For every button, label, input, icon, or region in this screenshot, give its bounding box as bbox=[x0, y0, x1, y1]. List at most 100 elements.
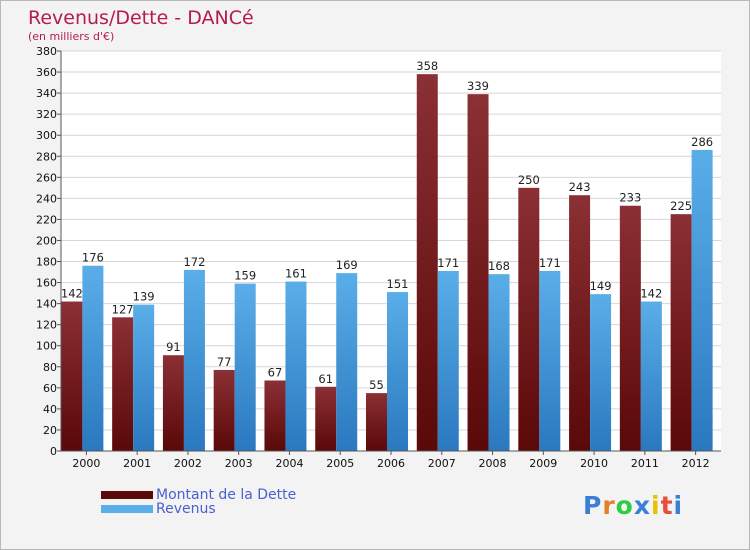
bar-dette bbox=[416, 74, 438, 451]
bar-revenus-label: 176 bbox=[82, 251, 104, 265]
y-tick-label: 300 bbox=[36, 129, 57, 142]
chart-title: Revenus/Dette - DANCé bbox=[28, 7, 254, 29]
x-tick-label: 2001 bbox=[123, 457, 151, 470]
y-tick-label: 320 bbox=[36, 108, 57, 121]
bar-dette-label: 250 bbox=[518, 173, 540, 187]
x-axis-ticks: 2000 2001 2002 2003 2004 2005 2006 2007 2008 2009… bbox=[72, 451, 710, 470]
proxiti-logo: Proxiti bbox=[583, 491, 683, 520]
logo-letter: i bbox=[651, 491, 661, 520]
bar-dette-label: 77 bbox=[217, 355, 232, 369]
bar-revenus-label: 171 bbox=[437, 256, 459, 270]
y-tick-label: 160 bbox=[36, 277, 57, 290]
bar-revenus-label: 159 bbox=[234, 269, 256, 283]
bar-dette-label: 225 bbox=[670, 199, 692, 213]
x-tick-label: 2012 bbox=[682, 457, 710, 470]
bar-dette-label: 142 bbox=[61, 287, 83, 301]
bar-dette bbox=[264, 380, 286, 451]
bar-dette-label: 91 bbox=[166, 340, 181, 354]
x-tick-label: 2002 bbox=[174, 457, 202, 470]
y-tick-label: 340 bbox=[36, 87, 57, 100]
bar-dette-label: 61 bbox=[318, 372, 333, 386]
bar-revenus bbox=[539, 271, 561, 451]
bar-dette-label: 55 bbox=[369, 378, 384, 392]
bar-revenus bbox=[183, 269, 205, 451]
y-tick-label: 180 bbox=[36, 256, 57, 269]
legend-swatch-dette bbox=[101, 491, 153, 499]
bar-revenus bbox=[82, 265, 104, 451]
x-tick-label: 2007 bbox=[428, 457, 456, 470]
logo-letter: x bbox=[633, 491, 651, 520]
chart-subtitle: (en milliers d'€) bbox=[28, 30, 115, 43]
logo-letter: P bbox=[583, 491, 603, 520]
legend-swatch-revenus bbox=[101, 505, 153, 513]
x-tick-label: 2006 bbox=[377, 457, 405, 470]
bar-dette bbox=[315, 386, 337, 451]
legend-label-dette: Montant de la Dette bbox=[156, 487, 297, 503]
logo-letter: r bbox=[602, 491, 616, 520]
x-tick-label: 2003 bbox=[225, 457, 253, 470]
y-tick-label: 200 bbox=[36, 234, 57, 247]
bar-dette bbox=[569, 195, 591, 451]
x-tick-label: 2009 bbox=[529, 457, 557, 470]
x-tick-label: 2008 bbox=[479, 457, 507, 470]
bar-revenus bbox=[488, 274, 510, 451]
bar-dette bbox=[112, 317, 134, 451]
bar-dette bbox=[670, 214, 692, 451]
bar-dette bbox=[213, 369, 235, 451]
y-tick-label: 60 bbox=[43, 382, 57, 395]
bar-revenus-label: 149 bbox=[590, 279, 612, 293]
bar-revenus bbox=[387, 292, 408, 451]
bar-revenus-label: 168 bbox=[488, 259, 510, 273]
logo-letter: i bbox=[673, 491, 684, 520]
y-axis-ticks: 0 20 40 60 80 100 120 140 160 180 200 220 240 260 280 3… bbox=[36, 45, 61, 458]
x-tick-label: 2005 bbox=[326, 457, 354, 470]
y-tick-label: 360 bbox=[36, 66, 57, 79]
bar-revenus bbox=[133, 304, 155, 451]
bar-revenus-label: 142 bbox=[640, 287, 662, 301]
x-tick-label: 2011 bbox=[631, 457, 659, 470]
y-tick-label: 80 bbox=[43, 361, 57, 374]
y-tick-label: 260 bbox=[36, 171, 57, 184]
x-tick-label: 2000 bbox=[72, 457, 100, 470]
bars-group bbox=[61, 74, 713, 451]
bar-dette bbox=[61, 301, 83, 451]
bar-dette-label: 233 bbox=[619, 191, 641, 205]
bar-revenus-label: 171 bbox=[539, 256, 561, 270]
bar-dette-label: 358 bbox=[416, 59, 438, 73]
y-tick-label: 20 bbox=[43, 424, 57, 437]
x-tick-label: 2004 bbox=[275, 457, 303, 470]
bar-revenus bbox=[590, 294, 612, 451]
logo-letter: t bbox=[660, 491, 674, 520]
bar-dette-label: 127 bbox=[112, 302, 134, 316]
y-tick-label: 0 bbox=[50, 445, 57, 458]
bar-dette bbox=[162, 355, 184, 451]
y-tick-label: 100 bbox=[36, 340, 57, 353]
y-tick-label: 380 bbox=[36, 45, 57, 58]
bar-dette-label: 339 bbox=[467, 79, 489, 93]
bar-revenus bbox=[285, 281, 307, 451]
y-tick-label: 220 bbox=[36, 213, 57, 226]
bar-revenus-label: 161 bbox=[285, 267, 307, 281]
bar-dette bbox=[366, 393, 387, 451]
bar-dette bbox=[467, 94, 489, 451]
legend-item-dette: Montant de la Dette bbox=[101, 487, 296, 503]
bar-revenus bbox=[691, 149, 713, 451]
legend-item-revenus: Revenus bbox=[101, 501, 216, 517]
bar-revenus-label: 151 bbox=[387, 277, 409, 291]
bar-revenus-label: 169 bbox=[336, 258, 358, 272]
bar-revenus bbox=[640, 301, 662, 451]
y-tick-label: 240 bbox=[36, 192, 57, 205]
y-tick-label: 140 bbox=[36, 298, 57, 311]
bar-dette bbox=[518, 187, 540, 451]
bar-revenus-label: 286 bbox=[691, 135, 713, 149]
logo-letter: o bbox=[615, 491, 634, 520]
bar-dette-label: 67 bbox=[268, 365, 283, 379]
bar-revenus bbox=[234, 283, 256, 451]
x-tick-label: 2010 bbox=[580, 457, 608, 470]
y-tick-label: 120 bbox=[36, 319, 57, 332]
y-tick-label: 280 bbox=[36, 150, 57, 163]
bar-revenus-label: 139 bbox=[133, 290, 155, 304]
